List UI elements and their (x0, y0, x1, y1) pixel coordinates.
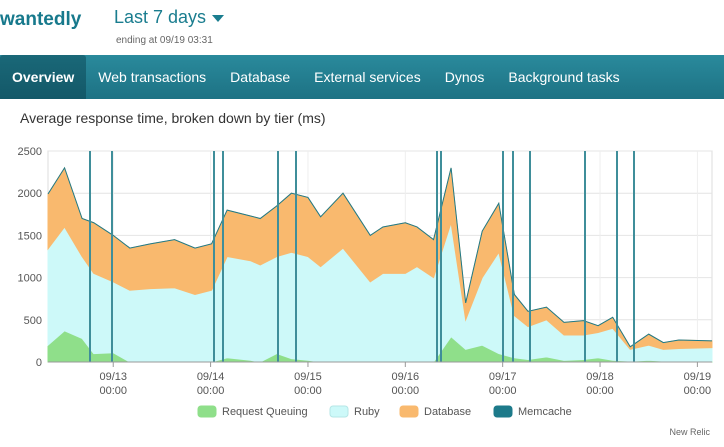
x-tick-label-line: 00:00 (586, 385, 614, 397)
legend-label: Ruby (354, 406, 380, 418)
y-tick-label: 2500 (18, 146, 42, 158)
x-tick-label-line: 00:00 (197, 385, 225, 397)
x-tick-label: 09/19 00:00 (684, 371, 712, 397)
nav-tab[interactable]: Database (230, 69, 291, 85)
nav-tab[interactable]: Background tasks (508, 69, 620, 85)
x-tick-label: 09/17 00:00 (489, 371, 517, 397)
legend-label: Database (424, 406, 471, 418)
x-tick-label-line: 00:00 (489, 385, 517, 397)
x-tick-label: 09/18 00:00 (586, 371, 614, 397)
x-tick-label-line: 00:00 (684, 385, 712, 397)
x-tick-label-line: 09/18 (586, 371, 614, 383)
legend-swatch (329, 405, 349, 418)
x-tick-label-line: 09/16 (392, 371, 420, 383)
nav-tab[interactable]: Dynos (444, 69, 485, 85)
ending-time: ending at 09/19 03:31 (116, 35, 213, 46)
legend-label: Request Queuing (222, 406, 308, 418)
time-range-dropdown[interactable]: Last 7 days (114, 7, 225, 28)
x-tick-label: 09/14 00:00 (197, 371, 225, 397)
x-tick-label: 09/15 00:00 (294, 371, 322, 397)
x-tick-label-line: 09/15 (294, 371, 322, 383)
y-tick-label: 1500 (18, 230, 42, 242)
x-tick-label-line: 00:00 (294, 385, 322, 397)
area (47, 166, 713, 348)
y-tick-label: 0 (36, 357, 42, 369)
x-tick-label-line: 00:00 (99, 385, 127, 397)
y-tick-label: 500 (24, 315, 42, 327)
nav-tab[interactable]: Web transactions (98, 69, 207, 85)
nav-bar: Overview Web transactions Database External… (0, 55, 724, 99)
y-tick-label: 1000 (18, 273, 42, 285)
nav-tab[interactable]: External services (314, 69, 421, 85)
y-tick-label: 2000 (18, 188, 42, 200)
x-tick-label: 09/13 00:00 (99, 371, 127, 397)
x-tick-label-line: 00:00 (392, 385, 420, 397)
legend-swatch (399, 405, 419, 418)
nav-tab[interactable]: Overview (0, 55, 87, 99)
chart-title: Average response time, broken down by ti… (20, 110, 326, 126)
logo: wantedly (0, 9, 82, 30)
x-tick-label-line: 09/19 (684, 371, 712, 383)
legend-swatch (493, 405, 513, 418)
x-tick-label: 09/16 00:00 (392, 371, 420, 397)
footer-logo: New Relic (669, 427, 710, 437)
x-tick-label-line: 09/14 (197, 371, 225, 383)
x-tick-label-line: 09/17 (489, 371, 517, 383)
legend-label: Memcache (518, 406, 572, 418)
legend-swatch (197, 405, 217, 418)
dropdown-arrow (212, 14, 225, 22)
x-tick-label-line: 09/13 (99, 371, 127, 383)
range-label: Last 7 days (114, 7, 207, 27)
